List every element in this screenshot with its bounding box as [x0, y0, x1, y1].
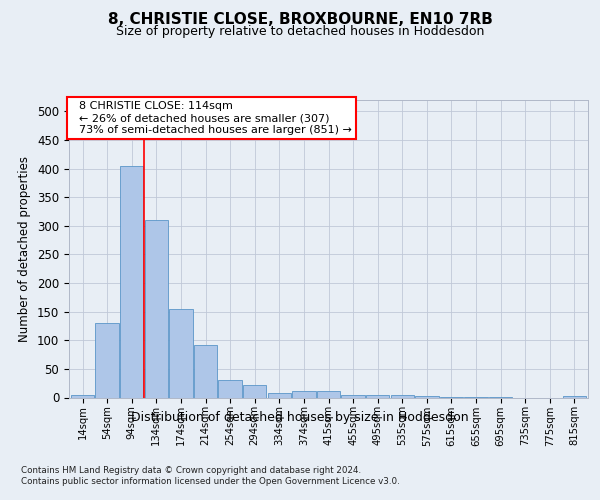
Bar — [317, 390, 340, 398]
Bar — [489, 397, 512, 398]
Text: Distribution of detached houses by size in Hoddesdon: Distribution of detached houses by size … — [131, 411, 469, 424]
Y-axis label: Number of detached properties: Number of detached properties — [19, 156, 31, 342]
Bar — [391, 394, 414, 398]
Bar — [194, 345, 217, 398]
Bar — [292, 390, 316, 398]
Text: 8, CHRISTIE CLOSE, BROXBOURNE, EN10 7RB: 8, CHRISTIE CLOSE, BROXBOURNE, EN10 7RB — [107, 12, 493, 28]
Text: Size of property relative to detached houses in Hoddesdon: Size of property relative to detached ho… — [116, 25, 484, 38]
Text: Contains HM Land Registry data © Crown copyright and database right 2024.: Contains HM Land Registry data © Crown c… — [21, 466, 361, 475]
Text: 8 CHRISTIE CLOSE: 114sqm
  ← 26% of detached houses are smaller (307)
  73% of s: 8 CHRISTIE CLOSE: 114sqm ← 26% of detach… — [71, 102, 352, 134]
Bar — [464, 397, 488, 398]
Text: Contains public sector information licensed under the Open Government Licence v3: Contains public sector information licen… — [21, 478, 400, 486]
Bar — [120, 166, 143, 398]
Bar — [563, 396, 586, 398]
Bar — [268, 394, 291, 398]
Bar — [71, 394, 94, 398]
Bar — [440, 397, 463, 398]
Bar — [341, 394, 365, 398]
Bar — [366, 394, 389, 398]
Bar — [415, 396, 439, 398]
Bar — [145, 220, 168, 398]
Bar — [169, 309, 193, 398]
Bar — [243, 385, 266, 398]
Bar — [95, 323, 119, 398]
Bar — [218, 380, 242, 398]
